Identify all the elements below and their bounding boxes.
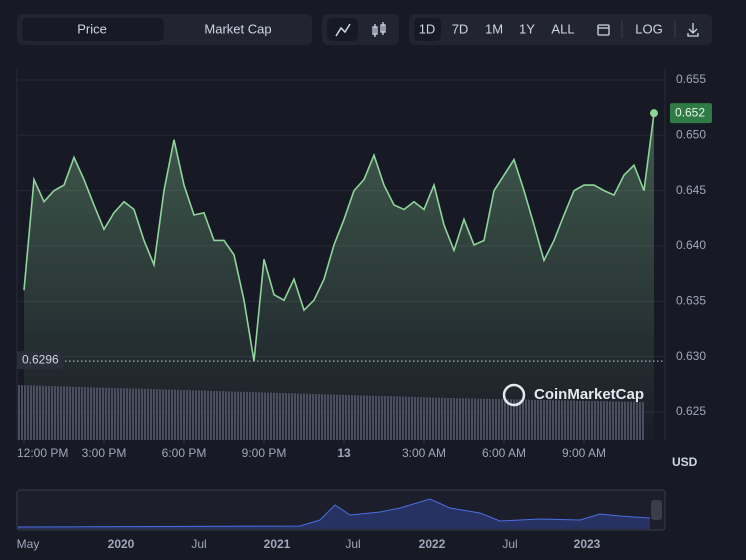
y-tick-label: 0.630 <box>676 349 706 363</box>
last-price-badge <box>670 103 712 124</box>
navigator-label: May <box>17 537 40 551</box>
line-icon <box>335 23 351 37</box>
y-tick-label: 0.635 <box>676 293 706 307</box>
candle-icon[interactable] <box>372 22 386 37</box>
range-group <box>409 14 712 45</box>
navigator-line <box>17 498 651 528</box>
navigator-label: Jul <box>345 537 360 551</box>
range-all[interactable]: ALL <box>551 21 574 36</box>
watermark-logo <box>502 383 526 407</box>
navigator-label: Jul <box>191 537 206 551</box>
y-tick-label: 0.640 <box>676 238 706 252</box>
x-tick-label: 6:00 AM <box>482 446 526 460</box>
y-tick-label: 0.655 <box>676 72 706 86</box>
navigator-label: 2020 <box>108 537 135 551</box>
x-tick-label: 3:00 PM <box>82 446 127 460</box>
low-label: 0.6296 <box>22 352 59 366</box>
area-fill <box>24 113 654 440</box>
range-1y[interactable]: 1Y <box>519 21 535 36</box>
navigator-label: 2022 <box>419 537 446 551</box>
x-tick-label: 13 <box>337 446 351 460</box>
y-tick-label: 0.650 <box>676 127 706 141</box>
price-line <box>23 113 655 362</box>
watermark: CoinMarketCap <box>534 386 644 403</box>
navigator-label: 2021 <box>264 537 291 551</box>
x-tick-label: 3:00 AM <box>402 446 446 460</box>
range-1d[interactable]: 1D <box>419 21 436 36</box>
log-toggle[interactable]: LOG <box>635 21 662 36</box>
range-7d[interactable]: 7D <box>452 21 469 36</box>
low-badge <box>17 351 63 370</box>
navigator-handle[interactable] <box>651 500 662 520</box>
last-price-label: 0.652 <box>675 105 705 119</box>
tab-active[interactable] <box>22 18 164 41</box>
download-icon[interactable] <box>687 23 699 37</box>
tab-price[interactable]: Price <box>77 21 107 36</box>
last-point <box>650 109 658 118</box>
y-tick-label: 0.625 <box>676 404 706 418</box>
navigator-area <box>18 499 650 529</box>
unit-label: USD <box>672 455 698 469</box>
navigator-label: 2023 <box>574 537 601 551</box>
volume-bars <box>17 385 645 440</box>
tab-market-cap[interactable]: Market Cap <box>204 21 271 36</box>
range-active[interactable] <box>414 18 441 41</box>
x-tick-label: 6:00 PM <box>162 446 207 460</box>
calendar-icon[interactable] <box>597 24 610 36</box>
x-tick-label: 12:00 PM <box>17 446 68 460</box>
x-tick-label: 9:00 PM <box>242 446 287 460</box>
y-tick-label: 0.645 <box>676 183 706 197</box>
range-1m[interactable]: 1M <box>485 21 503 36</box>
x-tick-label: 9:00 AM <box>562 446 606 460</box>
navigator-label: Jul <box>502 537 517 551</box>
